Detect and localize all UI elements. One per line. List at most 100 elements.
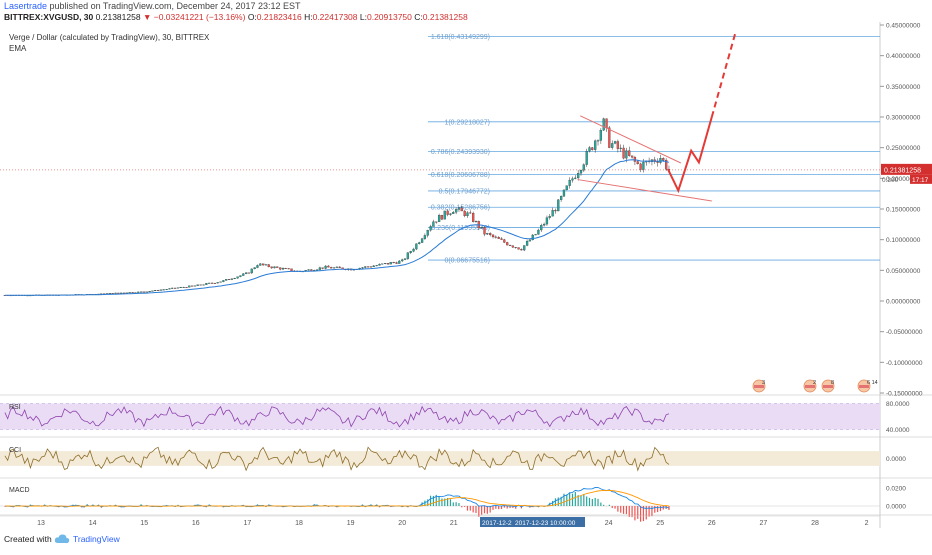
candle-body [472, 213, 475, 222]
event-badge-count: 3 [762, 380, 765, 386]
x-tick-label: 27 [760, 520, 768, 527]
fib-level-label: 0.618(0.20606788) [431, 172, 490, 179]
candle-body [571, 178, 574, 181]
candle-body [168, 288, 171, 290]
candle-body [386, 263, 390, 265]
candle-body [429, 226, 432, 231]
candle-body [497, 237, 500, 239]
rsi-line [4, 405, 670, 428]
candle-body [574, 177, 577, 179]
y-tick-label: 0.30000000 [886, 115, 921, 122]
candle-body [437, 215, 441, 222]
candle-body [165, 289, 168, 290]
candle-body [230, 278, 234, 280]
candle-body [426, 230, 429, 236]
y-tick-label: -0.15000000 [886, 391, 923, 398]
candle-body [619, 147, 622, 149]
candle-body [582, 164, 585, 171]
candle-body [188, 285, 191, 288]
candle-body [281, 268, 285, 270]
high-value: 0.22417308 [312, 12, 358, 22]
candle-body [259, 263, 262, 266]
candle-body [523, 245, 526, 251]
y-tick-label: 0.05000000 [886, 268, 921, 275]
open-label: O: [247, 12, 257, 22]
candle-body [415, 243, 418, 250]
candle-body [244, 272, 248, 274]
candle-body [489, 233, 492, 236]
x-tick-label: 26 [708, 520, 716, 527]
candle-body [525, 241, 529, 246]
candle-body [330, 267, 333, 269]
candle-body [210, 282, 214, 284]
x-tick-label: 21 [450, 520, 458, 527]
publish-header: Lasertrade published on TradingView.com,… [4, 1, 301, 12]
candle-body [185, 287, 188, 288]
candle-body [142, 291, 146, 293]
candle-body [236, 276, 239, 279]
event-badge-stripe [805, 385, 815, 388]
candle-body [111, 293, 114, 294]
candle-body [418, 242, 421, 244]
close-label: C: [414, 12, 423, 22]
candle-body [162, 289, 165, 291]
candle-body [560, 196, 563, 200]
candle-body [551, 210, 554, 217]
cci-tick-label: 0.0000 [886, 456, 906, 463]
y-tick-label: -0.05000000 [886, 329, 923, 336]
candle-body [395, 262, 398, 264]
candle-body [114, 292, 117, 294]
open-value: 0.21823416 [256, 12, 302, 22]
candle-body [242, 273, 245, 276]
projection-dashed-target [710, 33, 736, 118]
candle-body [176, 287, 180, 289]
candle-body [193, 285, 197, 287]
candle-body [480, 227, 483, 229]
tradingview-brand[interactable]: TradingView [73, 534, 120, 544]
y-tick-label: 0.00000000 [886, 299, 921, 306]
price-tag-countdown: 17:17 [912, 177, 929, 184]
fib-level-label: 0.236(0.11995548) [431, 225, 490, 232]
low-label: L: [359, 12, 367, 22]
candle-body [642, 161, 645, 170]
candle-body [639, 163, 642, 170]
fib-level-label: 0.786(0.24393930) [431, 149, 490, 156]
candle-body [171, 287, 174, 289]
candle-body [137, 291, 140, 293]
candle-body [253, 267, 256, 270]
publisher-link[interactable]: Lasertrade [4, 1, 48, 11]
y-tick-label: -0.10000000 [886, 360, 923, 367]
candle-body [520, 249, 523, 251]
candle-body [537, 229, 540, 235]
macd-tick-label: 0.0000 [886, 504, 906, 511]
candle-body [557, 199, 560, 212]
change-arrow-icon: ▼ [142, 12, 152, 22]
last-price-value: 0.21381258 [95, 12, 141, 22]
macd-label: MACD [9, 487, 30, 494]
candle-body [446, 210, 449, 215]
candle-body [151, 290, 154, 292]
event-badge-stripe [754, 385, 764, 388]
candle-body [247, 272, 251, 274]
candle-body [270, 266, 273, 269]
candle-body [423, 235, 427, 239]
candle-body [616, 141, 620, 149]
candle-body [656, 161, 659, 163]
candle-body [588, 147, 591, 152]
x-tick-label: 28 [811, 520, 819, 527]
candle-body [338, 266, 341, 268]
candle-body [452, 212, 455, 214]
time-badge-left: 2017-12-2 [482, 520, 512, 527]
candle-body [216, 282, 219, 284]
candle-body [159, 289, 163, 291]
candle-body [139, 291, 143, 293]
triangle-lower-line [577, 179, 712, 202]
candle-body [662, 158, 665, 161]
candle-body [554, 210, 557, 212]
fib-level-label: 0.5(0.17946772) [439, 188, 490, 195]
candle-body [361, 267, 364, 269]
candle-body [625, 150, 628, 159]
created-with-text: Created with [4, 534, 52, 544]
ema-legend[interactable]: EMA [9, 44, 27, 53]
